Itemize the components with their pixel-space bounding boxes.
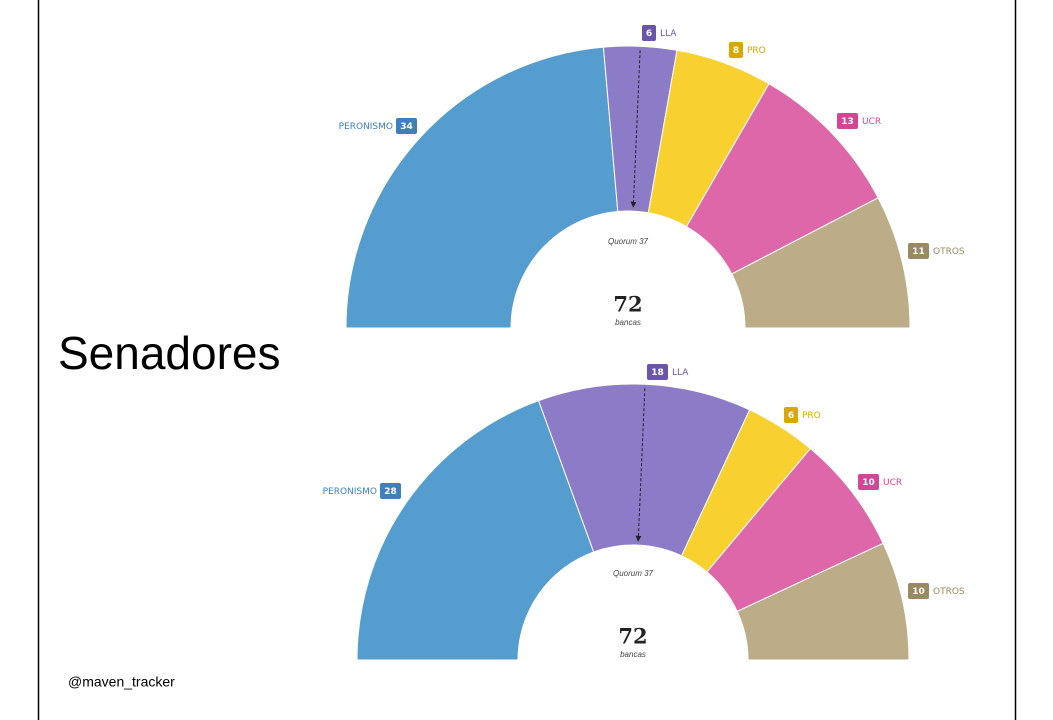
party-label: LLA (672, 368, 689, 378)
value-label: 6 (788, 411, 794, 421)
party-label: PRO (747, 46, 766, 56)
value-badge (837, 113, 858, 129)
party-label: LLA (660, 29, 677, 39)
quorum-line (635, 388, 646, 542)
value-label: 28 (384, 487, 397, 497)
value-badge (858, 474, 879, 490)
value-badge (908, 583, 929, 599)
seat-segment (731, 197, 911, 329)
party-label: OTROS (933, 587, 965, 597)
value-label: 10 (912, 587, 925, 597)
value-badge (380, 483, 401, 499)
party-label: PERONISMO (339, 122, 393, 132)
value-badge (908, 243, 929, 259)
party-label: UCR (883, 478, 902, 488)
party-label: PERONISMO (323, 487, 377, 497)
value-badge (642, 25, 656, 41)
total-label: bancas (615, 318, 641, 327)
value-label: 6 (646, 29, 652, 39)
party-label: OTROS (933, 247, 965, 257)
value-label: 10 (862, 478, 875, 488)
value-badge (729, 42, 743, 58)
seat-segment (356, 400, 595, 661)
quorum-label: Quorum 37 (608, 237, 649, 246)
value-label: 8 (733, 46, 739, 56)
value-label: 13 (841, 117, 854, 127)
value-badge (647, 364, 668, 380)
value-label: 18 (651, 368, 664, 378)
value-label: 11 (912, 247, 925, 257)
total-label: bancas (620, 650, 646, 659)
seat-segment (537, 383, 751, 557)
credit: @maven_tracker (68, 674, 175, 690)
seat-segment (736, 542, 910, 661)
value-label: 34 (400, 122, 413, 132)
slide-title: Senadores (58, 327, 281, 379)
quorum-line (630, 50, 641, 208)
total-seats: 72 (618, 624, 647, 649)
value-badge (396, 118, 417, 134)
total-seats: 72 (613, 292, 642, 317)
value-badge (784, 407, 798, 423)
quorum-label: Quorum 37 (613, 569, 654, 578)
party-label: UCR (862, 117, 881, 127)
party-label: PRO (802, 411, 821, 421)
seat-segment (345, 46, 619, 329)
